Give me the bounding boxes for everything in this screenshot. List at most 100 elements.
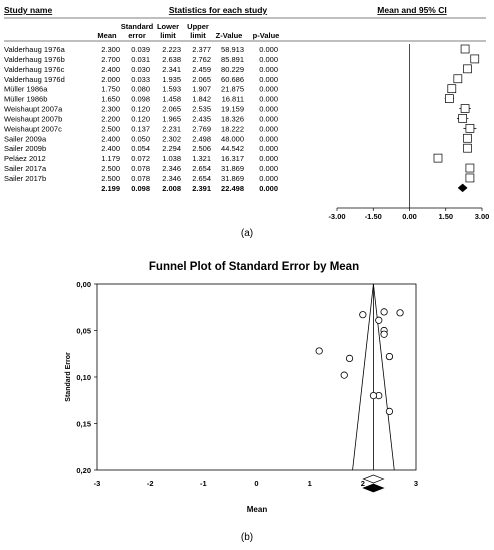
- study-marker: [460, 44, 470, 54]
- cell-lower: 2.302: [162, 134, 181, 143]
- study-name: Müller 1986b: [4, 95, 47, 104]
- col-header-se: error: [128, 31, 146, 40]
- forest-x-tick-label: 3.00: [475, 212, 490, 221]
- study-point: [396, 309, 404, 317]
- cell-p: 0.000: [259, 95, 278, 104]
- funnel-x-tick-label: 2: [361, 479, 365, 488]
- cell-z: 18.222: [221, 124, 244, 133]
- study-point: [340, 371, 348, 379]
- funnel-x-tick-label: 0: [254, 479, 258, 488]
- funnel-plot: Funnel Plot of Standard Error by Mean 0,0…: [65, 261, 418, 543]
- cell-se: 0.080: [131, 85, 150, 94]
- study-name: Müller 1986a: [4, 85, 48, 94]
- cell-z: 16.811: [222, 95, 244, 104]
- study-point: [385, 407, 394, 416]
- cell-z: 44.542: [221, 144, 244, 153]
- cell-z: 21.875: [221, 85, 244, 94]
- cell-lower: 1.038: [162, 154, 181, 163]
- cell-lower: 2.341: [162, 65, 181, 74]
- col-header-p: p-Value: [253, 31, 280, 40]
- funnel-y-tick-label: 0,10: [76, 373, 91, 382]
- col-header-upper: limit: [190, 31, 206, 40]
- study-marker: [470, 54, 480, 64]
- study-name: Sailer 2017b: [4, 174, 46, 183]
- study-marker: [463, 143, 472, 153]
- summary-lower: 2.008: [162, 184, 181, 193]
- cell-lower: 2.346: [162, 174, 181, 183]
- cell-mean: 2.400: [101, 134, 120, 143]
- cell-mean: 2.500: [101, 174, 120, 183]
- cell-mean: 2.500: [101, 124, 120, 133]
- study-marker: [453, 74, 463, 84]
- summary-diamond: [457, 183, 468, 193]
- cell-p: 0.000: [259, 134, 278, 143]
- funnel-x-tick-label: -3: [94, 479, 101, 488]
- cell-upper: 2.377: [192, 45, 211, 54]
- cell-lower: 2.294: [162, 144, 181, 153]
- study-marker: [465, 163, 475, 173]
- summary-se: 0.098: [131, 184, 150, 193]
- cell-mean: 1.750: [101, 85, 120, 94]
- cell-z: 48.000: [221, 134, 244, 143]
- cell-mean: 2.300: [101, 45, 120, 54]
- cell-se: 0.054: [131, 144, 150, 153]
- study-point: [375, 316, 383, 324]
- study-marker: [447, 84, 457, 94]
- cell-lower: 2.346: [162, 164, 181, 173]
- cell-z: 58.913: [221, 45, 244, 54]
- summary-z: 22.498: [221, 184, 244, 193]
- study-name: Weishaupt 2007a: [4, 105, 63, 114]
- funnel-y-label: Standard Error: [65, 352, 72, 402]
- summary-diamond: [362, 474, 385, 484]
- funnel-left-line: [352, 283, 374, 471]
- cell-p: 0.000: [259, 154, 278, 163]
- funnel-y-tick-label: 0,15: [76, 420, 91, 429]
- funnel-title: Funnel Plot of Standard Error by Mean: [149, 261, 359, 273]
- panel-label-a: (a): [241, 228, 253, 239]
- study-point: [380, 330, 388, 338]
- cell-upper: 2.654: [192, 164, 211, 173]
- study-point: [385, 352, 394, 361]
- cell-z: 16.317: [221, 154, 244, 163]
- study-name: Valderhaug 1976d: [4, 75, 65, 84]
- cell-se: 0.120: [131, 105, 150, 114]
- cell-se: 0.098: [131, 95, 150, 104]
- cell-se: 0.120: [131, 114, 150, 123]
- study-name: Valderhaug 1976c: [4, 65, 65, 74]
- funnel-x-tick-label: 3: [414, 479, 418, 488]
- cell-upper: 2.506: [192, 144, 211, 153]
- cell-lower: 2.638: [162, 55, 181, 64]
- cell-se: 0.050: [131, 134, 150, 143]
- summary-p: 0.000: [259, 184, 278, 193]
- cell-p: 0.000: [259, 105, 278, 114]
- cell-upper: 2.065: [192, 75, 211, 84]
- cell-mean: 2.700: [101, 55, 120, 64]
- cell-p: 0.000: [259, 114, 278, 123]
- study-marker: [460, 104, 470, 113]
- funnel-x-tick-label: -1: [200, 479, 207, 488]
- summary-mean: 2.199: [101, 184, 120, 193]
- cell-p: 0.000: [259, 65, 278, 74]
- cell-p: 0.000: [259, 85, 278, 94]
- study-marker: [463, 64, 472, 74]
- panel-label-b: (b): [241, 532, 253, 543]
- study-point: [380, 308, 388, 316]
- cell-z: 80.229: [221, 65, 244, 74]
- cell-upper: 1.842: [192, 95, 211, 104]
- funnel-x-tick-label: 1: [308, 479, 312, 488]
- cell-mean: 2.000: [101, 75, 120, 84]
- ci-plot-title: Mean and 95% CI: [377, 5, 446, 15]
- study-marker: [458, 114, 468, 123]
- cell-upper: 2.498: [192, 134, 211, 143]
- study-name: Peláez 2012: [4, 154, 46, 163]
- cell-z: 85.891: [221, 55, 244, 64]
- cell-mean: 2.500: [101, 164, 120, 173]
- col-header-se: Standard: [121, 22, 154, 31]
- cell-p: 0.000: [259, 55, 278, 64]
- cell-upper: 2.535: [192, 105, 211, 114]
- cell-lower: 1.458: [162, 95, 181, 104]
- col-header-lower: limit: [160, 31, 176, 40]
- study-name: Sailer 2009a: [4, 134, 47, 143]
- cell-mean: 2.400: [101, 144, 120, 153]
- study-name: Sailer 2017a: [4, 164, 47, 173]
